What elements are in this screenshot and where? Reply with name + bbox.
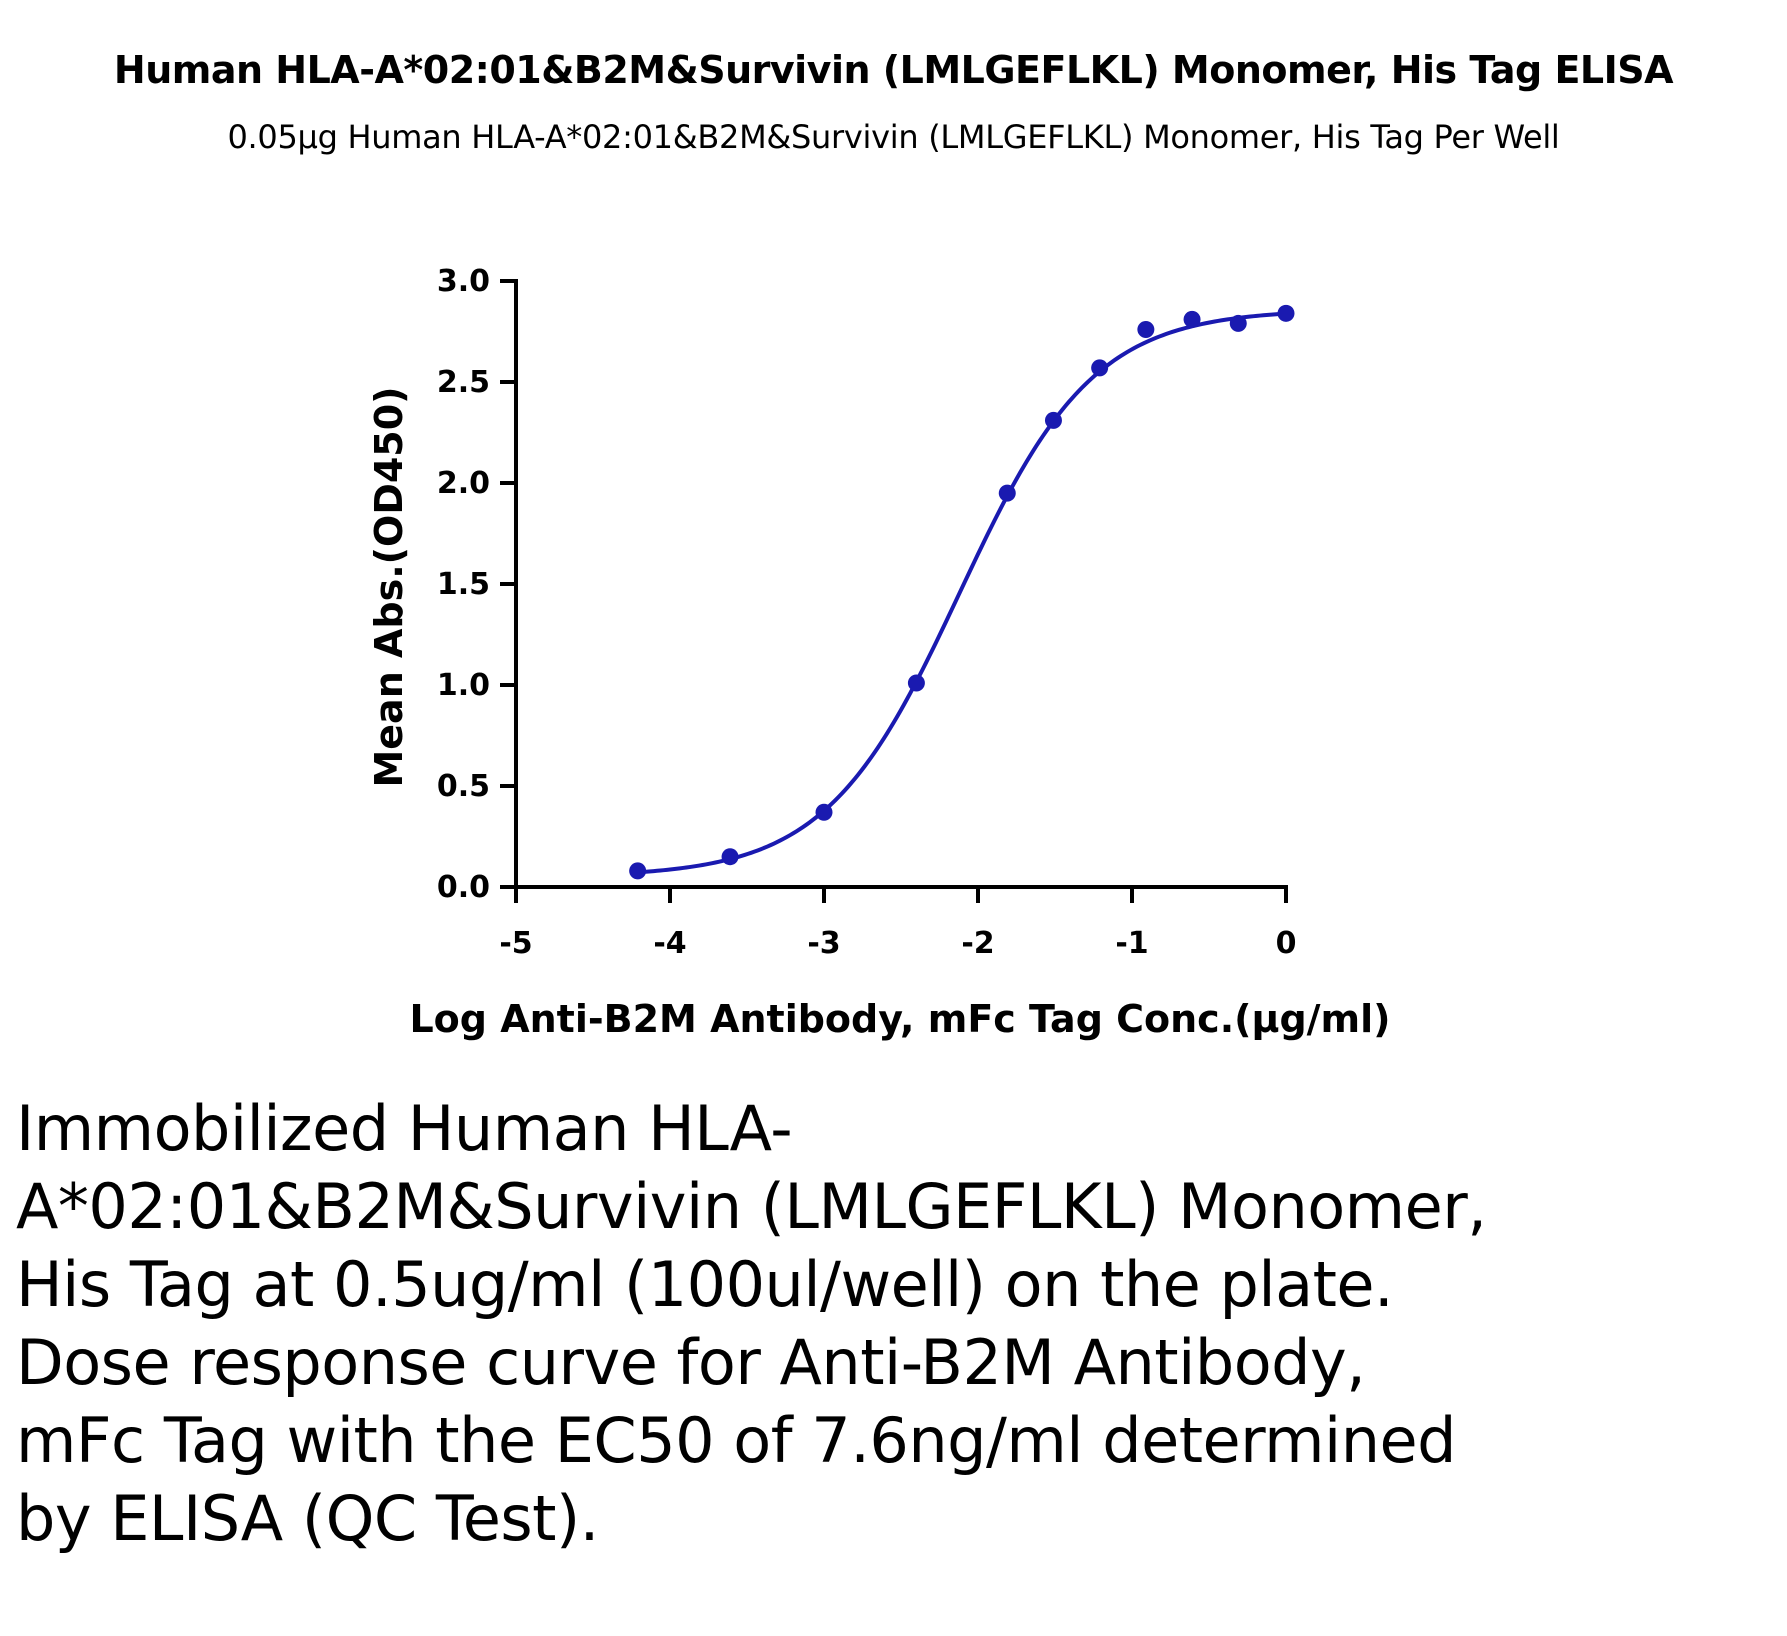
data-point bbox=[907, 674, 925, 692]
x-tick-label: -3 bbox=[807, 926, 840, 961]
y-tick-label: 0.5 bbox=[437, 769, 490, 804]
dose-response-chart: 0.0 0.5 1.0 1.5 2.0 2.5 3.0 -5 -4 -3 -2 -1 0 Log Ant… bbox=[367, 264, 1391, 1041]
y-tick-label: 0.0 bbox=[437, 870, 490, 905]
y-tick-label: 3.0 bbox=[437, 264, 490, 299]
x-tick-label: -4 bbox=[653, 926, 686, 961]
fit-curve bbox=[637, 311, 1287, 875]
y-tick-label: 1.0 bbox=[437, 668, 490, 703]
axes: 0.0 0.5 1.0 1.5 2.0 2.5 3.0 -5 -4 -3 -2 -1 0 bbox=[437, 264, 1297, 961]
y-tick-label: 2.5 bbox=[437, 365, 490, 400]
x-tick-label: -5 bbox=[499, 926, 532, 961]
y-axis-label: Mean Abs.(OD450) bbox=[367, 386, 411, 787]
chart-title: Human HLA-A*02:01&B2M&Survivin (LMLGEFLK… bbox=[113, 48, 1674, 92]
data-point bbox=[1091, 359, 1109, 377]
data-point bbox=[1183, 310, 1201, 328]
data-point bbox=[1229, 314, 1247, 332]
fit-curve-layer bbox=[637, 311, 1287, 875]
x-tick-label: -1 bbox=[1115, 926, 1148, 961]
y-tick-label: 1.5 bbox=[437, 567, 490, 602]
y-tick-label: 2.0 bbox=[437, 466, 490, 501]
data-point bbox=[721, 848, 739, 866]
figure-caption: Immobilized Human HLA-A*02:01&B2M&Surviv… bbox=[16, 1092, 1487, 1555]
chart-subtitle: 0.05μg Human HLA-A*02:01&B2M&Survivin (L… bbox=[227, 118, 1560, 156]
data-point bbox=[998, 484, 1016, 502]
data-point bbox=[629, 862, 647, 880]
x-axis-label: Log Anti-B2M Antibody, mFc Tag Conc.(μg/… bbox=[409, 997, 1390, 1041]
x-tick-label: -2 bbox=[961, 926, 994, 961]
x-tick-label: 0 bbox=[1276, 926, 1297, 961]
data-point bbox=[1137, 320, 1155, 338]
data-points-layer bbox=[629, 304, 1295, 880]
data-point bbox=[1277, 304, 1295, 322]
data-point bbox=[815, 803, 833, 821]
data-point bbox=[1044, 411, 1062, 429]
